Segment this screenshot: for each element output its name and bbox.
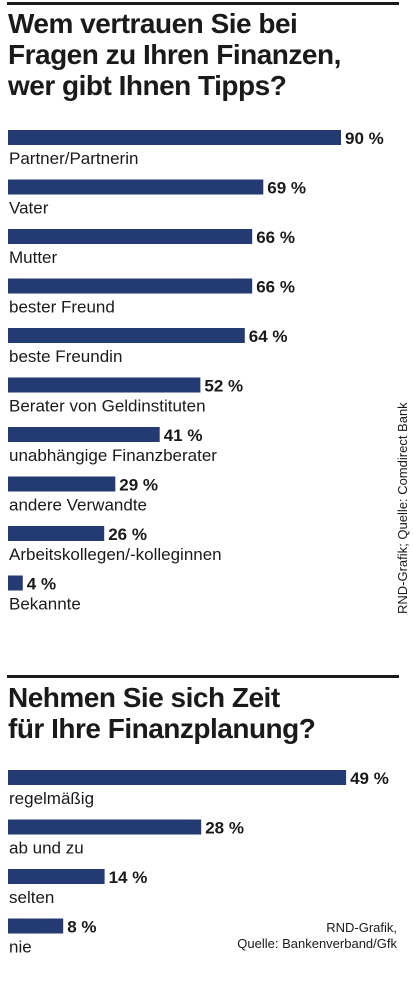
chart-2-bar [8, 918, 64, 934]
chart-1-bar [8, 575, 23, 591]
chart-2-source-line-2: Quelle: Bankenverband/Gfk [237, 936, 397, 951]
chart-2-value-label: 49 % [350, 769, 389, 788]
chart-1-value-label: 90 % [345, 129, 384, 148]
chart-1-value-label: 66 % [256, 228, 295, 247]
chart-1-title-line-2: Fragen zu Ihren Finanzen, [8, 39, 341, 70]
chart-1-bar [8, 427, 160, 442]
chart-1-category-label: Bekannte [9, 595, 81, 614]
chart-2-category-label: ab und zu [9, 839, 84, 858]
chart-1-bar [8, 377, 201, 393]
chart-1-category-label: Partner/Partnerin [9, 149, 138, 168]
chart-2-bar [8, 869, 105, 884]
chart-1-bar [8, 476, 116, 492]
chart-2-title-line-2: für Ihre Finanzplanung? [8, 713, 316, 744]
chart-1-category-label: unabhängige Finanzberater [9, 446, 217, 465]
chart-1-category-label: Mutter [9, 248, 58, 267]
chart-1-bar [8, 278, 253, 294]
chart-2-category-label: nie [9, 938, 32, 957]
chart-2-source-line-1: RND-Grafik, [326, 920, 397, 935]
chart-1-value-label: 64 % [249, 327, 288, 346]
chart-1-category-label: beste Freundin [9, 347, 122, 366]
chart-1-category-label: Arbeitskollegen/-kolleginnen [9, 545, 222, 564]
chart-1-source: RND-Grafik; Quelle: Comdirect Bank [395, 402, 410, 614]
chart-1-bar [8, 526, 105, 541]
top-rule-2 [7, 675, 399, 678]
chart-1-value-label: 26 % [108, 525, 147, 544]
chart-2-source: RND-Grafik, Quelle: Bankenverband/Gfk [237, 920, 397, 952]
chart-1-value-label: 41 % [164, 426, 203, 445]
chart-1-category-label: Vater [9, 199, 49, 218]
chart-1-bar [8, 229, 253, 244]
chart-1-title-line-3: wer gibt Ihnen Tipps? [8, 70, 287, 101]
chart-1-value-label: 69 % [267, 179, 306, 198]
chart-1-plot: 90 % Partner/Partnerin 69 % Vater 66 % Mutter… [8, 129, 384, 614]
chart-1-value-label: 4 % [27, 575, 56, 594]
chart-1-title: Wem vertrauen Sie bei Fragen zu Ihren Fi… [8, 8, 341, 101]
chart-2-category-label: regelmäßig [9, 789, 94, 808]
chart-1-bar [8, 130, 341, 145]
chart-2-bar [8, 819, 202, 835]
chart-2-value-label: 28 % [205, 819, 244, 838]
chart-1-category-label: bester Freund [9, 298, 115, 317]
chart-2-category-label: selten [9, 888, 54, 907]
chart-1-category-label: Berater von Geldinstituten [9, 397, 206, 416]
chart-1-value-label: 52 % [204, 377, 243, 396]
top-rule-1 [7, 2, 399, 5]
chart-1-value-label: 29 % [119, 476, 158, 495]
chart-2-bar [8, 770, 347, 785]
chart-1-category-label: andere Verwandte [9, 496, 147, 515]
chart-2-plot: 49 % regelmäßig 28 % ab und zu 14 % selten 8 %… [8, 769, 389, 957]
chart-2-title-line-1: Nehmen Sie sich Zeit [8, 682, 280, 713]
chart-2-value-label: 14 % [109, 868, 148, 887]
chart-2-value-label: 8 % [67, 918, 96, 937]
chart-1-bar [8, 328, 245, 343]
chart-1-bar [8, 179, 264, 195]
chart-1-value-label: 66 % [256, 278, 295, 297]
chart-2-title: Nehmen Sie sich Zeit für Ihre Finanzplan… [8, 682, 316, 744]
chart-1-title-line-1: Wem vertrauen Sie bei [8, 8, 298, 39]
